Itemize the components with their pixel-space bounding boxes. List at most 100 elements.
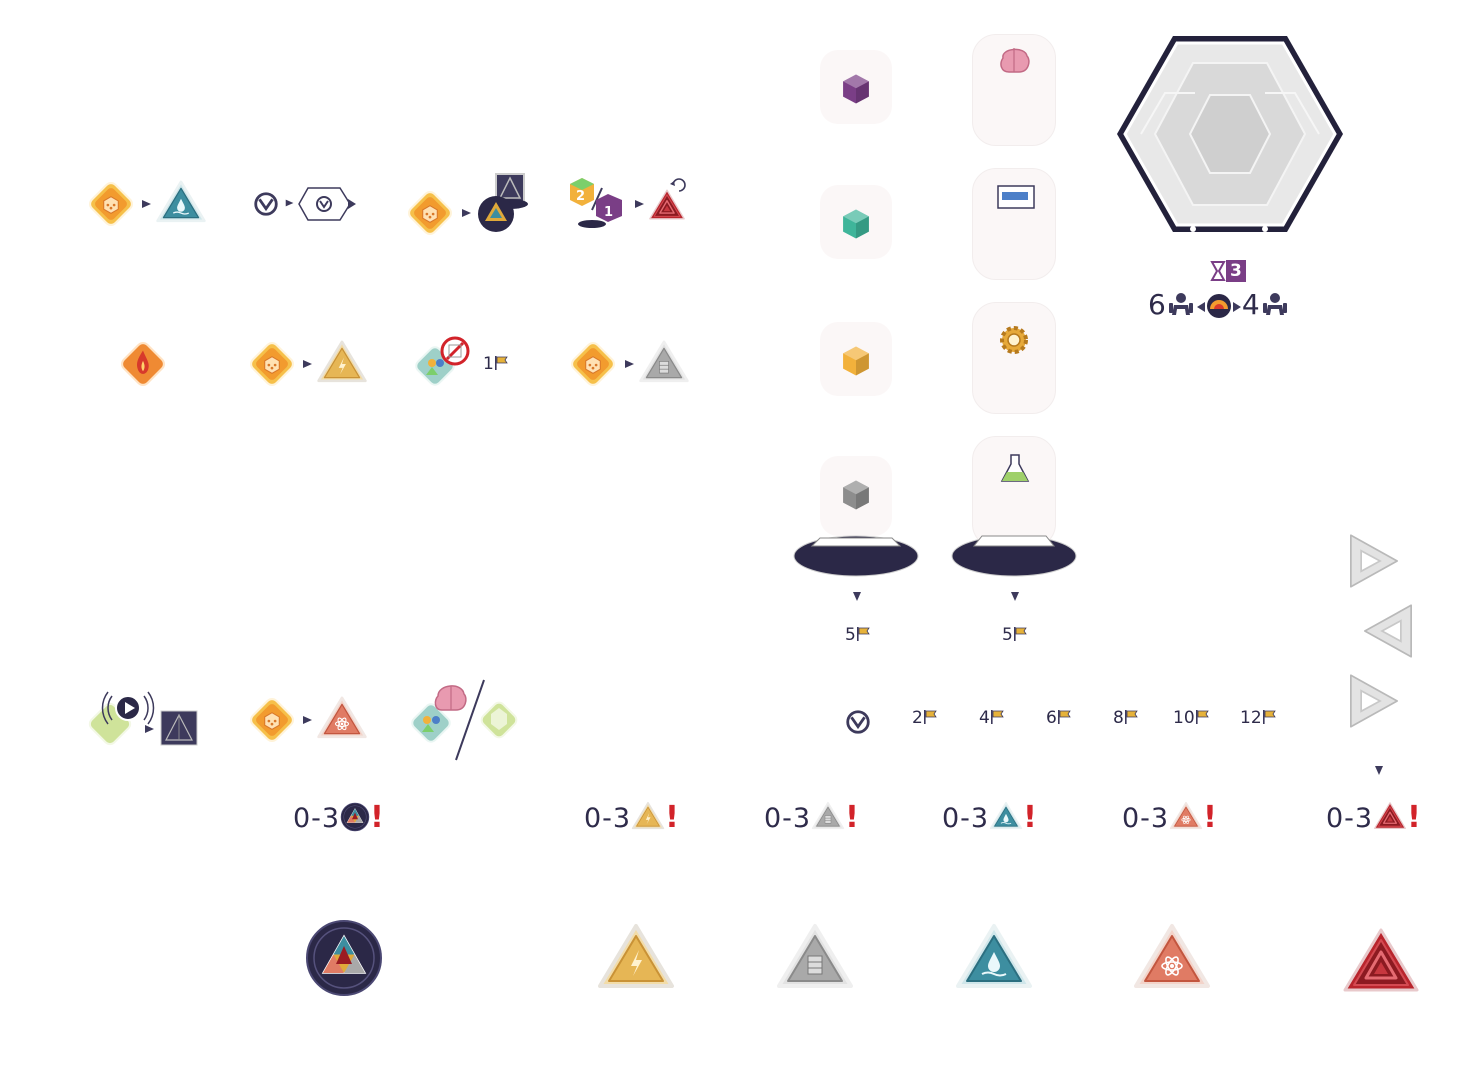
flag-icon [1124, 709, 1138, 725]
stack-triangle-icon [775, 922, 855, 992]
action-tile-icon [85, 178, 137, 230]
track-step-6: 12 [1240, 708, 1276, 728]
portal-left-icon [793, 535, 919, 577]
hex-board-icon [1117, 36, 1343, 232]
worker-icon [1260, 289, 1290, 319]
arrow-left-triangle-icon [1358, 598, 1418, 664]
track-value: 8 [1113, 708, 1124, 728]
range-silver: 0-3! [764, 800, 860, 835]
lightning-triangle-icon [316, 338, 368, 386]
lightning-triangle-icon [631, 801, 665, 831]
range-teal: 0-3! [942, 800, 1038, 835]
arrow-icon [301, 357, 315, 371]
reload-icon [844, 708, 872, 736]
water-triangle-icon [954, 922, 1034, 992]
flag-icon [1195, 709, 1209, 725]
arrow-icon [633, 197, 647, 211]
atom-triangle-icon [1169, 801, 1203, 831]
range-silver-value: 0-3 [764, 803, 812, 834]
hourglass-value: 3 [1226, 260, 1246, 282]
pedestal-right-flag: 5 [1002, 625, 1027, 645]
round-token-icon [340, 802, 370, 832]
hex-right-count: 4 [1241, 288, 1260, 321]
hourglass-badge: 3 [1210, 260, 1246, 282]
flag-icon [1013, 626, 1027, 642]
range-gold: 0-3! [584, 800, 680, 835]
pedestal-left-flag: 5 [845, 625, 870, 645]
stack-triangle-icon [811, 801, 845, 831]
atom-triangle-icon [1132, 922, 1212, 992]
stack-triangle-icon [638, 338, 690, 386]
exclamation-icon: ! [845, 800, 860, 835]
range-orange-value: 0-3 [1122, 803, 1170, 834]
one-flag-value: 1 [483, 354, 494, 374]
arrow-icon [284, 197, 296, 209]
portal-right-icon [951, 535, 1077, 577]
down-arrow-icon [1008, 590, 1022, 604]
water-triangle-icon [155, 178, 207, 226]
svg-text:2: 2 [576, 189, 585, 204]
pedestal-right-flag-value: 5 [1002, 625, 1013, 645]
exclamation-icon: ! [665, 800, 680, 835]
gray-cube-icon [837, 476, 875, 514]
svg-text:1: 1 [604, 205, 613, 220]
card-icon [997, 185, 1035, 209]
track-value: 12 [1240, 708, 1262, 728]
lightning-triangle-icon [596, 922, 676, 992]
range-round: 0-3! [293, 800, 385, 835]
green-cube-icon [837, 205, 875, 243]
arrow-right-triangle-icon [1344, 668, 1404, 734]
track-value: 10 [1173, 708, 1195, 728]
range-orange: 0-3! [1122, 800, 1218, 835]
flag-icon [923, 709, 937, 725]
track-step-4: 8 [1113, 708, 1138, 728]
hex-reload-icon [298, 187, 356, 221]
blocked-worker-tile-icon [415, 336, 470, 386]
track-step-5: 10 [1173, 708, 1209, 728]
reload-icon [252, 190, 280, 218]
red-triangle-icon [648, 188, 686, 222]
red-triangle-icon [1341, 926, 1421, 996]
water-triangle-icon [989, 801, 1023, 831]
arrow-icon [143, 722, 157, 736]
arrow-icon [140, 197, 154, 211]
action-tile-icon [404, 187, 456, 239]
flask-icon [1000, 454, 1030, 482]
red-triangle-icon [1373, 801, 1407, 831]
range-round-value: 0-3 [293, 803, 341, 834]
play-signal-tile-icon [88, 691, 155, 746]
worker-icon [1166, 289, 1196, 319]
hex-left-count: 6 [1148, 288, 1166, 321]
research-card-icon [160, 710, 198, 746]
one-flag-label: 1 [483, 354, 508, 374]
brain-icon [1000, 48, 1030, 73]
gear-icon [1000, 326, 1028, 354]
range-red-value: 0-3 [1326, 803, 1374, 834]
fire-tile-icon [121, 342, 165, 386]
left-arrow-icon [1196, 302, 1205, 312]
brain-or-tile-icon [411, 679, 518, 761]
flag-icon [1057, 709, 1071, 725]
undo-icon [670, 178, 686, 192]
yellow-cube-icon [837, 342, 875, 380]
track-value: 4 [979, 708, 990, 728]
flag-icon [494, 355, 508, 371]
right-arrow-icon [1232, 302, 1241, 312]
range-gold-value: 0-3 [584, 803, 632, 834]
action-tile-icon [246, 694, 298, 746]
down-arrow-icon [1372, 764, 1386, 778]
sunrise-token-icon [1206, 294, 1231, 318]
purple-cube-icon [837, 70, 875, 108]
round-token-icon [304, 918, 384, 998]
exclamation-icon: ! [1407, 800, 1422, 835]
cube-swap-icon: 2 1 [570, 178, 622, 228]
track-value: 6 [1046, 708, 1057, 728]
arrow-icon [623, 357, 637, 371]
arrow-icon [301, 713, 315, 727]
exclamation-icon: ! [1023, 800, 1038, 835]
flag-icon [1262, 709, 1276, 725]
capsule-gear [972, 302, 1056, 414]
exclamation-icon: ! [370, 800, 385, 835]
atom-triangle-icon [316, 694, 368, 742]
